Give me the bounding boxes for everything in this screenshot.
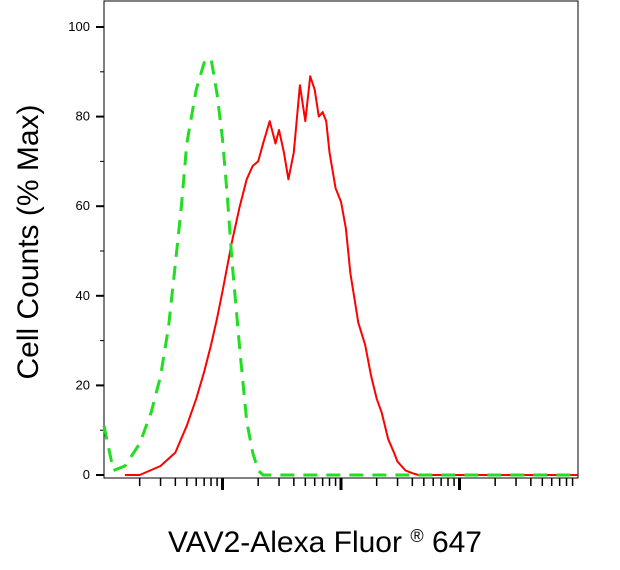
series-layer <box>102 56 578 477</box>
y-tick-label: 40 <box>76 288 90 303</box>
x-axis-title-main: VAV2-Alexa Fluor <box>168 526 402 559</box>
y-tick-label: 60 <box>76 198 90 213</box>
y-tick-label: 100 <box>68 19 90 34</box>
stained-histogram-line <box>124 75 578 476</box>
x-axis-title-registered-mark: ® <box>410 526 423 546</box>
y-tick-label: 20 <box>76 377 90 392</box>
x-axis-title: VAV2-Alexa Fluor ® 647 <box>168 516 482 559</box>
control-histogram-line <box>102 56 578 477</box>
y-tick-label: 0 <box>83 467 90 482</box>
y-tick-label: 80 <box>76 109 90 124</box>
x-axis-title-suffix: 647 <box>432 526 482 559</box>
y-axis-ticks: 0 20 40 60 80 100 <box>68 19 104 482</box>
x-axis-ticks <box>138 478 574 490</box>
plot-frame <box>103 0 579 479</box>
y-axis-title: Cell Counts (% Max) <box>12 104 45 379</box>
